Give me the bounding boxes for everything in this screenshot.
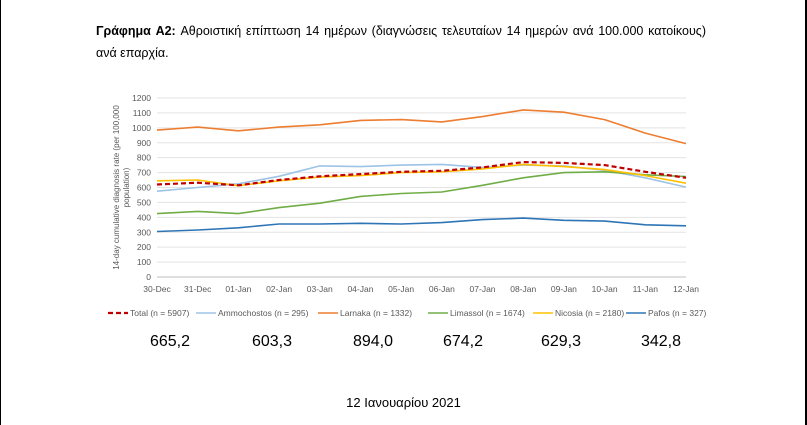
- page-left-border: [0, 0, 1, 425]
- y-tick-label: 1000: [132, 123, 151, 133]
- value-limassol: 674,2: [442, 333, 484, 350]
- y-tick-label: 500: [137, 197, 151, 207]
- x-tick-label: 31-Dec: [184, 284, 212, 294]
- y-tick-label: 0: [146, 272, 151, 282]
- x-tick-label: 09-Jan: [551, 284, 577, 294]
- series-line-larnaka: [156, 109, 687, 145]
- x-tick-label: 11-Jan: [633, 284, 659, 294]
- legend-entry: Total (n = 5907): [130, 308, 189, 318]
- y-tick-label: 700: [137, 168, 151, 178]
- x-tick-label: 10-Jan: [592, 284, 618, 294]
- figure-caption: Γράφημα A2: Αθροιστική επίπτωση 14 ημέρω…: [96, 20, 706, 64]
- page-right-border: [805, 0, 807, 425]
- x-tick-label: 12-Jan: [673, 284, 699, 294]
- x-tick-label: 01-Jan: [225, 284, 251, 294]
- y-tick-label: 100: [137, 257, 151, 267]
- legend-entry: Ammochostos (n = 295): [218, 308, 309, 318]
- report-date: 12 Ιανουαρίου 2021: [346, 395, 461, 410]
- y-tick-label: 900: [137, 138, 151, 148]
- y-tick-label: 400: [137, 212, 151, 222]
- x-tick-label: 02-Jan: [266, 284, 292, 294]
- x-tick-label: 08-Jan: [510, 284, 536, 294]
- x-tick-label: 30-Dec: [143, 284, 171, 294]
- series-line-total: [156, 161, 687, 187]
- series-line-nicosia: [156, 163, 687, 187]
- y-axis-label: 14-day cumulative diagnosis rate (per 10…: [112, 105, 131, 270]
- legend-entry: Nicosia (n = 2180): [555, 308, 624, 318]
- line-chart: 0 100 200 300 400 500 600 700 800 900 1000 1100 1200…: [108, 93, 707, 318]
- legend-entry: Larnaka (n = 1332): [340, 308, 412, 318]
- series-line-pafos: [156, 217, 687, 233]
- x-tick-label: 06-Jan: [429, 284, 455, 294]
- value-pafos: 342,8: [640, 333, 682, 350]
- latest-values-row: 665,2 603,3 894,0 674,2 629,3 342,8: [0, 333, 807, 357]
- value-larnaka: 894,0: [352, 333, 394, 350]
- y-tick-label: 300: [137, 227, 151, 237]
- value-total: 665,2: [149, 333, 191, 350]
- series-line-limassol: [156, 171, 687, 215]
- x-tick-label: 05-Jan: [388, 284, 414, 294]
- legend-entry: Limassol (n = 1674): [450, 308, 525, 318]
- y-tick-label: 1100: [133, 108, 152, 118]
- x-tick-label: 03-Jan: [307, 284, 333, 294]
- value-ammochostos: 603,3: [251, 333, 293, 350]
- caption-label: Γράφημα A2:: [96, 24, 176, 38]
- y-tick-label: 200: [137, 242, 151, 252]
- x-tick-label: 07-Jan: [470, 284, 496, 294]
- caption-text: Αθροιστική επίπτωση 14 ημέρων (διαγνώσει…: [96, 24, 706, 60]
- y-tick-label: 600: [137, 183, 151, 193]
- value-nicosia: 629,3: [540, 333, 582, 350]
- legend-entry: Pafos (n = 327): [648, 308, 707, 318]
- y-tick-label: 800: [137, 153, 151, 163]
- y-tick-label: 1200: [132, 93, 151, 103]
- x-tick-label: 04-Jan: [347, 284, 373, 294]
